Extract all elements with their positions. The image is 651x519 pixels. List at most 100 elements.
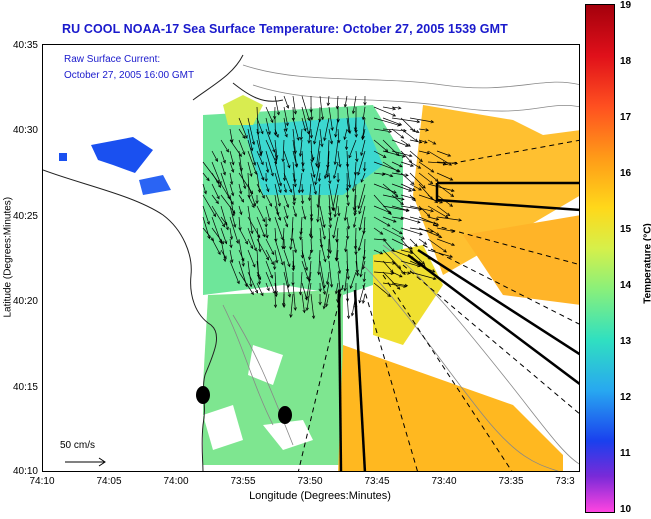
current-vector [337,150,341,167]
current-vector [352,172,357,192]
current-vector [317,150,321,169]
current-vector-head [398,122,403,126]
current-vector-head [297,189,302,194]
current-vector-head [289,189,293,193]
current-vector [274,183,281,207]
current-vector [355,227,357,249]
current-vector [335,282,339,294]
current-vector [310,293,315,319]
current-vector [274,216,284,240]
current-vector [400,161,414,167]
current-vector-head [270,172,274,177]
current-vector [332,183,339,211]
current-vector [290,293,294,318]
current-vector-head [328,250,332,254]
current-vector [382,194,405,200]
current-vector-head [323,175,328,180]
current-vector [328,172,331,184]
current-vector [353,216,357,228]
current-vector [382,260,394,273]
current-vector-head [352,224,357,228]
current-vector-head [251,204,255,209]
current-vector [238,183,242,194]
current-vector-head [298,153,303,157]
current-vector-head [418,140,423,144]
current-vector-head [394,193,399,198]
current-vector-head [222,171,226,176]
current-vector [355,150,358,162]
current-vector-head [273,304,278,309]
current-vector [220,139,229,153]
current-vector-head [282,177,287,182]
colorbar-title: Temperature (°C) [642,223,651,304]
current-vector-head [267,218,271,222]
coastline-north [192,54,284,102]
current-vector-head [312,174,316,178]
current-vector [400,117,416,132]
current-vector-head [389,173,394,178]
current-vector-head [269,274,274,279]
current-vector [283,249,291,267]
current-vector [229,205,236,228]
current-vector [344,95,348,108]
current-vector [282,227,285,249]
current-vector [346,227,349,239]
current-vector [373,128,392,133]
current-vector [265,282,270,291]
current-vector-head [416,119,421,124]
current-vector [256,260,260,285]
current-vector-head [231,169,235,173]
current-vector [310,150,314,160]
current-vector [427,227,440,236]
current-vector [265,150,274,176]
current-vector [283,183,287,193]
current-vector-head [299,231,303,236]
current-vector-head [260,161,264,166]
current-vector-head [404,283,409,288]
current-vector-head [252,162,257,166]
x-tick-label: 74:10 [29,476,55,487]
current-vector [274,238,284,265]
current-vector [328,106,333,131]
current-vector-head [412,197,416,202]
current-vector [274,172,282,193]
current-vector-head [299,236,303,241]
current-vector [292,183,296,201]
current-vector-head [262,233,266,238]
sst-patch-blue-small [139,175,171,195]
current-vector-head [293,110,297,115]
current-vector [247,238,254,249]
current-vector [308,249,312,260]
current-vector-head [281,158,285,163]
current-vector [301,194,304,204]
current-vector-head [307,140,311,144]
current-vector [400,194,415,200]
current-vector [229,260,240,284]
current-vector [301,106,310,134]
current-vector [265,139,277,164]
current-vector [324,161,330,179]
current-vector-head [353,127,358,132]
current-vector [344,128,348,140]
current-vector [344,205,348,221]
current-vector-head [281,245,285,250]
x-tick-label: 74:05 [96,476,122,487]
current-vector-head [361,135,365,140]
current-vector-head [325,303,329,308]
current-vector-head [333,161,337,166]
colorbar-tick: 18 [620,56,632,67]
current-vector-head [309,135,314,139]
current-vector-head [344,146,349,151]
current-vector [358,227,366,251]
current-vector-head [333,213,337,218]
current-vector-head [431,269,436,273]
current-vector-head [225,226,229,231]
current-vector [391,106,401,109]
current-vector [265,260,273,279]
current-vector-head [230,139,234,143]
current-vector [238,139,245,155]
current-vector-head [229,244,233,249]
survey-box-east [435,181,579,212]
current-vector [360,172,366,183]
current-vector [348,139,357,158]
